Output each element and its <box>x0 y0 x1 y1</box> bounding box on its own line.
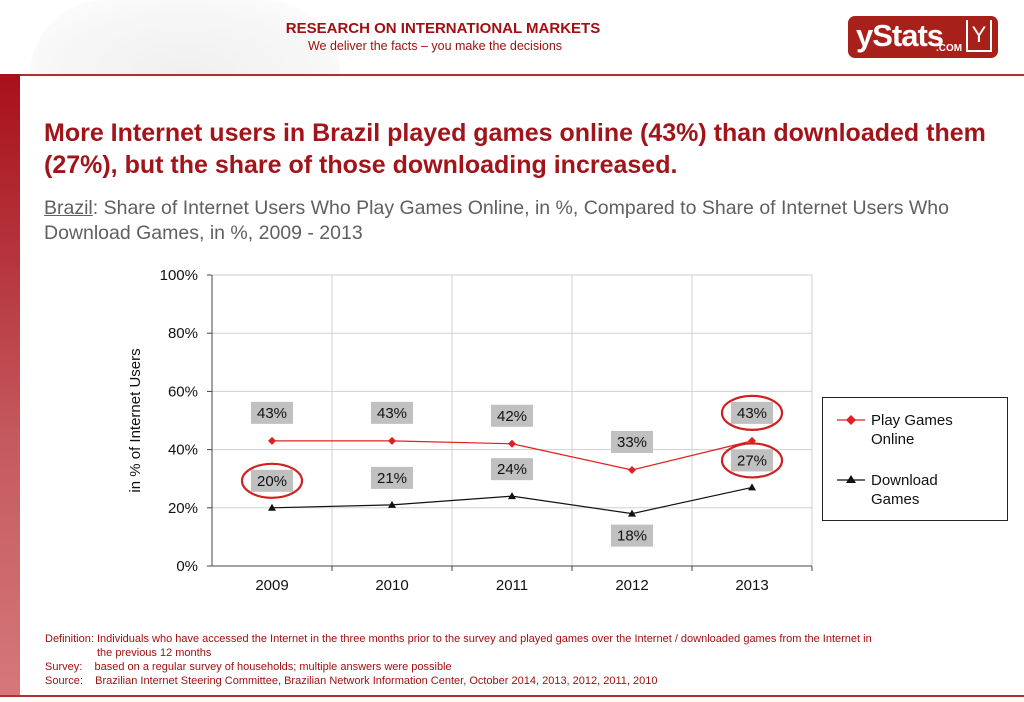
data-label: 33% <box>617 434 647 451</box>
data-label-bg <box>371 401 413 424</box>
footer-divider <box>0 695 1024 697</box>
x-tick-label: 2012 <box>615 577 648 594</box>
logo-text: yStats <box>856 18 944 53</box>
data-label-bg <box>731 401 773 424</box>
y-tick-label: 0% <box>176 558 198 575</box>
header-divider <box>0 74 1024 76</box>
highlight-circle <box>720 394 784 431</box>
definition-text-cont: the previous 12 months <box>97 647 212 659</box>
y-tick-label: 80% <box>168 325 198 342</box>
data-label: 43% <box>737 405 767 422</box>
x-tick-label: 2009 <box>255 577 288 594</box>
data-point-triangle <box>508 492 516 500</box>
logo-domain: .COM <box>936 43 963 54</box>
data-point-diamond <box>268 436 276 445</box>
y-tick-label: 60% <box>168 383 198 400</box>
legend-item-play-games: Play Games Online <box>871 412 953 448</box>
chart-subtitle: Brazil: Share of Internet Users Who Play… <box>44 196 1004 246</box>
data-label: 18% <box>617 528 647 545</box>
data-label-bg <box>371 466 413 489</box>
data-label: 43% <box>377 405 407 422</box>
source-label: Source: <box>45 675 83 687</box>
data-label-bg <box>491 458 533 481</box>
subtitle-text: : Share of Internet Users Who Play Games… <box>44 197 949 244</box>
legend-item-download-games: Download Games <box>871 472 938 508</box>
header-tagline-sub: We deliver the facts – you make the deci… <box>307 39 563 53</box>
y-tick-label: 40% <box>168 442 198 459</box>
y-tick-label: 100% <box>160 267 198 284</box>
data-point-triangle <box>628 509 636 517</box>
series-line-1 <box>271 486 753 515</box>
triangle-icon <box>846 475 856 483</box>
data-label: 21% <box>377 470 407 487</box>
definition-text: Individuals who have accessed the Intern… <box>96 633 872 645</box>
survey-text: based on a regular survey of households;… <box>94 661 452 673</box>
data-label: 27% <box>737 452 767 469</box>
ystats-logo[interactable]: yStats .COM Y <box>848 16 998 58</box>
y-tick-label: 20% <box>168 500 198 517</box>
data-point-triangle <box>748 483 756 491</box>
data-point-triangle <box>268 503 276 511</box>
data-label: 20% <box>257 473 287 490</box>
subtitle-country: Brazil <box>44 197 93 219</box>
data-label-bg <box>251 469 293 492</box>
y-axis-label: in % of Internet Users <box>127 348 144 492</box>
globe-watermark <box>30 0 340 75</box>
source-text: Brazilian Internet Steering Committee, B… <box>95 675 658 687</box>
data-point-diamond <box>508 439 516 448</box>
header-tagline-title: RESEARCH ON INTERNATIONAL MARKETS <box>285 20 601 37</box>
data-label-bg <box>491 404 533 427</box>
data-point-diamond <box>628 465 636 474</box>
data-point-diamond <box>388 436 396 445</box>
footnotes: Definition: Individuals who have accesse… <box>45 632 1010 688</box>
data-label: 24% <box>497 461 527 478</box>
legend-markers <box>837 415 865 483</box>
data-point-triangle <box>388 500 396 508</box>
diamond-icon <box>846 415 856 425</box>
data-label-bg <box>731 449 773 472</box>
definition-label: Definition: <box>45 633 94 645</box>
data-label: 43% <box>257 405 287 422</box>
x-tick-label: 2010 <box>375 577 408 594</box>
logo-mark: Y <box>966 20 992 52</box>
data-label-bg <box>611 430 653 453</box>
data-label: 42% <box>497 408 527 425</box>
x-tick-label: 2013 <box>735 577 768 594</box>
headline: More Internet users in Brazil played gam… <box>44 119 986 179</box>
x-tick-label: 2011 <box>496 577 528 594</box>
survey-label: Survey: <box>45 661 83 673</box>
highlight-circle <box>240 462 304 499</box>
chart-legend: Play Games Online Download Games <box>822 397 1008 521</box>
data-label-bg <box>251 401 293 424</box>
highlight-circle <box>720 442 784 479</box>
sidebar-accent-bar <box>0 74 20 696</box>
data-label-bg <box>611 524 653 547</box>
